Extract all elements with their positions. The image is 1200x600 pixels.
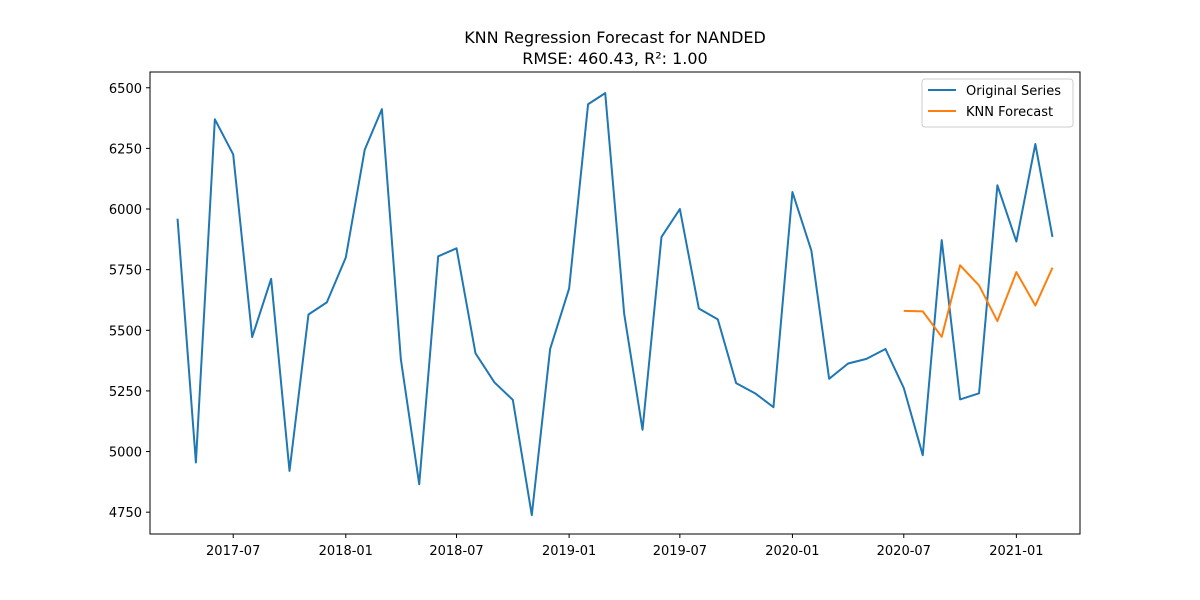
legend-label-original: Original Series	[966, 84, 1061, 99]
y-tick-label: 6500	[109, 82, 142, 97]
chart-subtitle: RMSE: 460.43, R²: 1.00	[522, 49, 707, 68]
x-tick-label: 2018-07	[429, 544, 483, 559]
y-tick-label: 5750	[109, 264, 142, 279]
series-layer	[176, 92, 1054, 517]
x-tick-label: 2018-01	[319, 544, 373, 559]
x-axis: 2017-07 2018-01 2018-07 2019-01 2019-07 2020-…	[206, 534, 1044, 559]
legend-box	[921, 78, 1074, 128]
chart-title: KNN Regression Forecast for NANDED	[464, 28, 766, 47]
x-tick-label: 2019-07	[653, 544, 707, 559]
series-line-knn-forecast	[903, 264, 1054, 338]
plot-area	[149, 71, 1081, 535]
series-line-original	[176, 92, 1054, 517]
x-tick-label: 2020-01	[765, 544, 819, 559]
y-tick-label: 5500	[109, 324, 142, 339]
y-axis: 4750 5000 5250 5500 5750 6000 6250 6500	[109, 82, 150, 521]
legend-label-knn: KNN Forecast	[966, 105, 1053, 120]
y-tick-label: 6250	[109, 142, 142, 157]
legend: Original Series KNN Forecast	[921, 78, 1074, 128]
x-tick-label: 2021-01	[989, 544, 1043, 559]
x-tick-label: 2020-07	[877, 544, 931, 559]
y-tick-label: 5000	[109, 446, 142, 461]
x-tick-label: 2017-07	[206, 544, 260, 559]
y-tick-label: 6000	[109, 203, 142, 218]
y-tick-label: 4750	[109, 506, 142, 521]
x-tick-label: 2019-01	[542, 544, 596, 559]
y-tick-label: 5250	[109, 385, 142, 400]
